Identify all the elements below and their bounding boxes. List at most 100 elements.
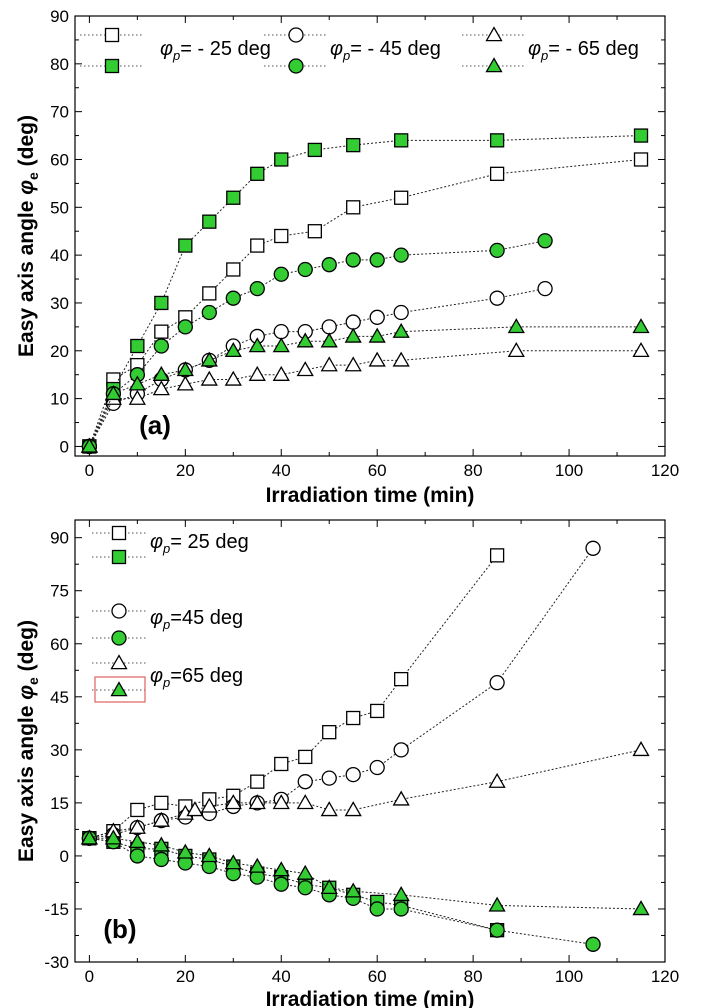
data-point bbox=[152, 811, 170, 827]
data-point bbox=[297, 774, 313, 790]
data-point bbox=[632, 741, 650, 757]
legend-symbol: φ bbox=[150, 665, 163, 687]
data-point bbox=[320, 878, 338, 895]
panel-label: (a) bbox=[139, 410, 171, 440]
data-point bbox=[297, 261, 313, 278]
data-point bbox=[226, 190, 241, 205]
data-point bbox=[176, 361, 194, 377]
legend-marker bbox=[111, 549, 127, 565]
data-point bbox=[368, 327, 386, 343]
y-axis-title-unit: (deg) bbox=[15, 115, 38, 172]
data-point bbox=[153, 851, 169, 868]
data-point bbox=[128, 389, 146, 405]
legend-label: φp= - 25 deg bbox=[160, 38, 271, 63]
data-point bbox=[152, 380, 170, 396]
legend-text-value: = - 45 deg bbox=[350, 38, 441, 60]
data-point bbox=[250, 774, 265, 789]
y-tick-label: 75 bbox=[50, 582, 69, 601]
y-axis-title: Easy axis angle φe (deg) bbox=[15, 115, 41, 357]
data-point bbox=[489, 675, 505, 691]
plot-frame bbox=[74, 15, 666, 457]
legend-item-triangle: φp= - 65 deg bbox=[462, 26, 639, 73]
data-point bbox=[346, 710, 361, 726]
series-square-green bbox=[82, 128, 649, 454]
plot-frame bbox=[74, 519, 666, 963]
data-point bbox=[152, 365, 170, 381]
series-triangle-green bbox=[80, 318, 650, 453]
legend-label: φp=45 deg bbox=[150, 607, 243, 632]
data-point bbox=[320, 332, 338, 348]
data-point bbox=[632, 900, 650, 916]
data-point bbox=[489, 166, 505, 181]
data-point bbox=[248, 337, 266, 353]
y-axis-title-subscript: e bbox=[25, 677, 41, 685]
data-point bbox=[272, 337, 290, 353]
legend-marker bbox=[485, 26, 503, 42]
data-point bbox=[344, 356, 362, 372]
y-tick-label: 15 bbox=[50, 794, 69, 813]
x-tick-label: 80 bbox=[464, 967, 483, 986]
legend-marker bbox=[111, 525, 127, 541]
data-point bbox=[274, 756, 289, 772]
data-point bbox=[507, 318, 525, 334]
data-point bbox=[176, 843, 194, 859]
data-point bbox=[80, 437, 98, 453]
legend-marker bbox=[110, 654, 128, 670]
data-point bbox=[632, 341, 650, 358]
legend-symbol: φ bbox=[150, 531, 163, 553]
y-tick-label: 0 bbox=[60, 847, 69, 866]
data-point bbox=[392, 351, 410, 367]
x-tick-label: 20 bbox=[176, 461, 195, 480]
data-point bbox=[393, 304, 409, 321]
y-axis-title-symbol: φ bbox=[15, 180, 38, 195]
panel-label: (b) bbox=[103, 914, 136, 944]
data-point bbox=[345, 252, 361, 268]
data-point bbox=[369, 252, 385, 268]
data-point bbox=[80, 829, 98, 845]
legend-subscript: p bbox=[172, 48, 180, 63]
data-point bbox=[489, 242, 505, 258]
data-point bbox=[307, 224, 322, 239]
legend-text-value: =65 deg bbox=[170, 665, 243, 687]
data-point bbox=[537, 233, 553, 249]
y-tick-label: 60 bbox=[50, 635, 69, 654]
data-point bbox=[392, 886, 410, 902]
data-point bbox=[633, 128, 649, 143]
legend-marker bbox=[288, 27, 304, 43]
data-point bbox=[537, 280, 553, 297]
series-line bbox=[88, 350, 642, 447]
x-tick-label: 80 bbox=[464, 461, 483, 480]
data-point bbox=[489, 922, 505, 938]
x-tick-label: 120 bbox=[651, 967, 679, 986]
data-point bbox=[128, 832, 146, 849]
data-point bbox=[130, 338, 145, 354]
legend-item-square: φp= 25 deg bbox=[92, 525, 249, 565]
series-line bbox=[89, 837, 498, 931]
data-point bbox=[394, 190, 409, 205]
data-point bbox=[296, 332, 314, 348]
series-line bbox=[89, 837, 594, 945]
y-tick-label: 10 bbox=[50, 390, 69, 409]
data-point bbox=[129, 848, 146, 864]
y-tick-label: 70 bbox=[50, 103, 69, 122]
legend-marker bbox=[111, 603, 127, 619]
x-tick-label: 40 bbox=[272, 967, 291, 986]
y-axis-title-unit: (deg) bbox=[15, 620, 38, 677]
y-tick-label: 50 bbox=[50, 198, 69, 217]
data-point bbox=[489, 133, 505, 148]
data-point bbox=[369, 309, 385, 325]
data-point bbox=[225, 290, 241, 306]
data-point bbox=[585, 936, 601, 952]
data-point bbox=[488, 772, 506, 788]
data-point bbox=[226, 262, 241, 277]
data-point bbox=[345, 314, 361, 330]
data-point bbox=[344, 801, 362, 817]
data-point bbox=[272, 861, 290, 877]
y-tick-label: -15 bbox=[44, 900, 69, 919]
series-line bbox=[88, 158, 642, 447]
legend-label: φp= 25 deg bbox=[150, 531, 249, 556]
y-axis-title-main: Easy axis angle bbox=[15, 195, 38, 357]
y-tick-label: 90 bbox=[50, 7, 69, 26]
series-square-open bbox=[82, 548, 505, 846]
data-point bbox=[346, 137, 361, 153]
